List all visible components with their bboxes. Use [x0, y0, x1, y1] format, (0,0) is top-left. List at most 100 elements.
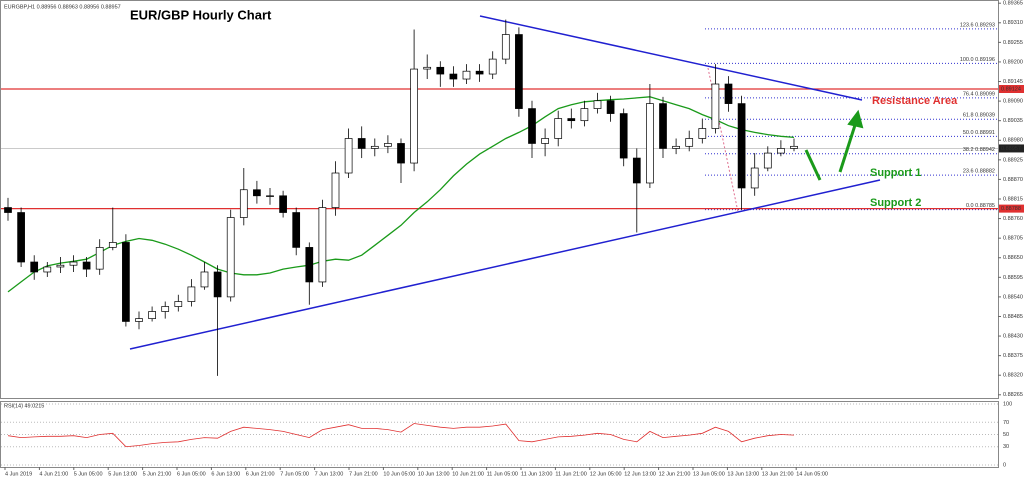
x-tick-label: 10 Jun 05:00: [383, 471, 415, 477]
x-tick-label: 4 Jun 21:00: [39, 471, 68, 477]
candle-body: [423, 66, 432, 70]
fib-label: 123.6 0.89293: [960, 22, 995, 28]
x-tick-label: 7 Jun 21:00: [349, 471, 378, 477]
candle-body: [777, 148, 785, 154]
x-tick-label: 10 Jun 21:00: [452, 471, 484, 477]
candle-body: [711, 83, 720, 129]
candle-body: [95, 247, 104, 270]
candle-body: [580, 108, 589, 122]
fib-label: 100.0 0.89196: [960, 57, 995, 63]
arrow: [838, 121, 858, 173]
candle-body: [659, 103, 667, 149]
price-tag: [999, 84, 1024, 93]
y-tick-label: 0.88870: [1003, 177, 1023, 183]
x-tick-label: 6 Jun 13:00: [211, 471, 240, 477]
candle-body: [541, 138, 549, 144]
x-tick-label: 7 Jun 05:00: [280, 471, 309, 477]
candle-body: [292, 212, 301, 248]
candle-body: [331, 172, 340, 208]
candle-body: [213, 271, 222, 298]
rsi-line: [7, 423, 795, 448]
price-tag: [999, 144, 1024, 153]
y-tick-label: 0.88760: [1003, 216, 1023, 222]
candle-body: [56, 264, 65, 268]
x-tick-label: 11 Jun 05:00: [487, 471, 518, 477]
candle-body: [69, 261, 78, 266]
x-tick-label: 14 Jun 05:00: [796, 471, 828, 477]
arrow: [804, 149, 822, 181]
annotation: Support 2: [870, 197, 921, 209]
annotation: Support 1: [870, 167, 921, 179]
candle-body: [750, 167, 759, 189]
candle-body: [488, 58, 497, 75]
candle-body: [187, 286, 196, 302]
candle-body: [161, 306, 170, 312]
x-tick-label: 5 Jun 21:00: [143, 471, 172, 477]
candle-body: [449, 73, 458, 80]
x-tick-label: 12 Jun 05:00: [590, 471, 622, 477]
y-tick-label: 0.89200: [1003, 59, 1023, 65]
candle-body: [515, 34, 523, 109]
y-tick-label: 0.88650: [1003, 255, 1023, 261]
candle-body: [593, 100, 602, 109]
x-tick-label: 13 Jun 05:00: [693, 471, 725, 477]
candle-body: [737, 103, 746, 189]
candle-body: [646, 103, 654, 184]
fib-label: 38.2 0.88942: [963, 147, 995, 153]
chart-title: EUR/GBP Hourly Chart: [130, 7, 272, 22]
candle-body: [685, 138, 694, 147]
y-tick-label: 0.88430: [1003, 334, 1023, 340]
y-tick-label: 0.88485: [1003, 314, 1023, 320]
y-tick-label: 0.89365: [1003, 1, 1023, 7]
candle-body: [17, 212, 25, 263]
candle-body: [122, 242, 130, 322]
symbol-info: EURGBP,H1 0.88956 0.88963 0.88956 0.8895…: [4, 4, 121, 10]
y-tick-label: 0.89255: [1003, 40, 1023, 46]
candle-body: [370, 145, 379, 149]
rsi-tick-label: 30: [1003, 444, 1009, 450]
candle-body: [357, 138, 366, 149]
candle-body: [790, 145, 798, 149]
y-tick-label: 0.88925: [1003, 157, 1023, 163]
candle-body: [239, 189, 248, 218]
candle-body: [554, 118, 563, 139]
x-tick-label: 13 Jun 13:00: [727, 471, 759, 477]
candle-body: [410, 68, 418, 164]
rsi-tick-label: 100: [1003, 401, 1012, 407]
y-tick-label: 0.88815: [1003, 196, 1023, 202]
price-tag: [999, 204, 1024, 213]
fib-label: 76.4 0.89099: [963, 91, 995, 97]
rsi-tick-label: 50: [1003, 432, 1009, 438]
candle-body: [344, 138, 353, 174]
x-tick-label: 11 Jun 13:00: [521, 471, 552, 477]
candle-body: [462, 70, 471, 80]
candle-body: [305, 247, 314, 283]
trend-line: [129, 179, 881, 350]
trend-line: [479, 15, 863, 101]
y-tick-label: 0.89090: [1003, 99, 1023, 105]
rsi-title: RSI(14) 49.0215: [4, 403, 44, 409]
price-tag-label: 0.88957: [1001, 146, 1021, 152]
fib-label: 0.0 0.88785: [966, 203, 995, 209]
candle-body: [606, 100, 615, 114]
candle-body: [619, 113, 628, 159]
y-tick-label: 0.89035: [1003, 118, 1023, 124]
y-tick-label: 0.88265: [1003, 392, 1023, 398]
x-tick-label: 5 Jun 13:00: [108, 471, 137, 477]
arrow-head: [847, 109, 864, 129]
x-tick-label: 6 Jun 21:00: [246, 471, 275, 477]
candle-body: [698, 128, 707, 139]
candle-body: [266, 195, 274, 197]
candle-body: [318, 207, 327, 283]
annotation: Resistance Area: [872, 95, 958, 107]
x-tick-label: 11 Jun 21:00: [555, 471, 586, 477]
x-tick-label: 6 Jun 05:00: [177, 471, 206, 477]
y-tick-label: 0.88540: [1003, 294, 1023, 300]
candle-body: [4, 207, 12, 213]
price-tag-label: 0.89124: [1001, 86, 1021, 92]
x-tick-label: 12 Jun 13:00: [624, 471, 656, 477]
x-tick-label: 12 Jun 21:00: [659, 471, 691, 477]
candle-body: [475, 70, 484, 75]
candle-body: [763, 152, 772, 169]
